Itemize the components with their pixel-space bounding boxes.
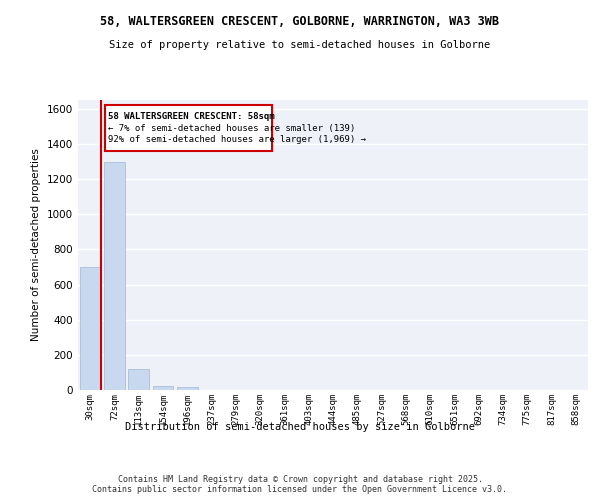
Text: 58, WALTERSGREEN CRESCENT, GOLBORNE, WARRINGTON, WA3 3WB: 58, WALTERSGREEN CRESCENT, GOLBORNE, WAR… (101, 15, 499, 28)
Bar (177, 388, 197, 390)
Bar (80, 267, 100, 390)
Y-axis label: Number of semi-detached properties: Number of semi-detached properties (31, 148, 41, 342)
Text: 92% of semi-detached houses are larger (1,969) →: 92% of semi-detached houses are larger (… (109, 136, 367, 144)
Text: Size of property relative to semi-detached houses in Golborne: Size of property relative to semi-detach… (109, 40, 491, 50)
FancyBboxPatch shape (105, 106, 272, 151)
Text: 58 WALTERSGREEN CRESCENT: 58sqm: 58 WALTERSGREEN CRESCENT: 58sqm (109, 112, 275, 121)
Text: Contains HM Land Registry data © Crown copyright and database right 2025.
Contai: Contains HM Land Registry data © Crown c… (92, 475, 508, 494)
Text: ← 7% of semi-detached houses are smaller (139): ← 7% of semi-detached houses are smaller… (109, 124, 356, 132)
Bar (128, 369, 149, 390)
Bar (104, 162, 125, 390)
Bar (152, 386, 173, 390)
Text: Distribution of semi-detached houses by size in Golborne: Distribution of semi-detached houses by … (125, 422, 475, 432)
